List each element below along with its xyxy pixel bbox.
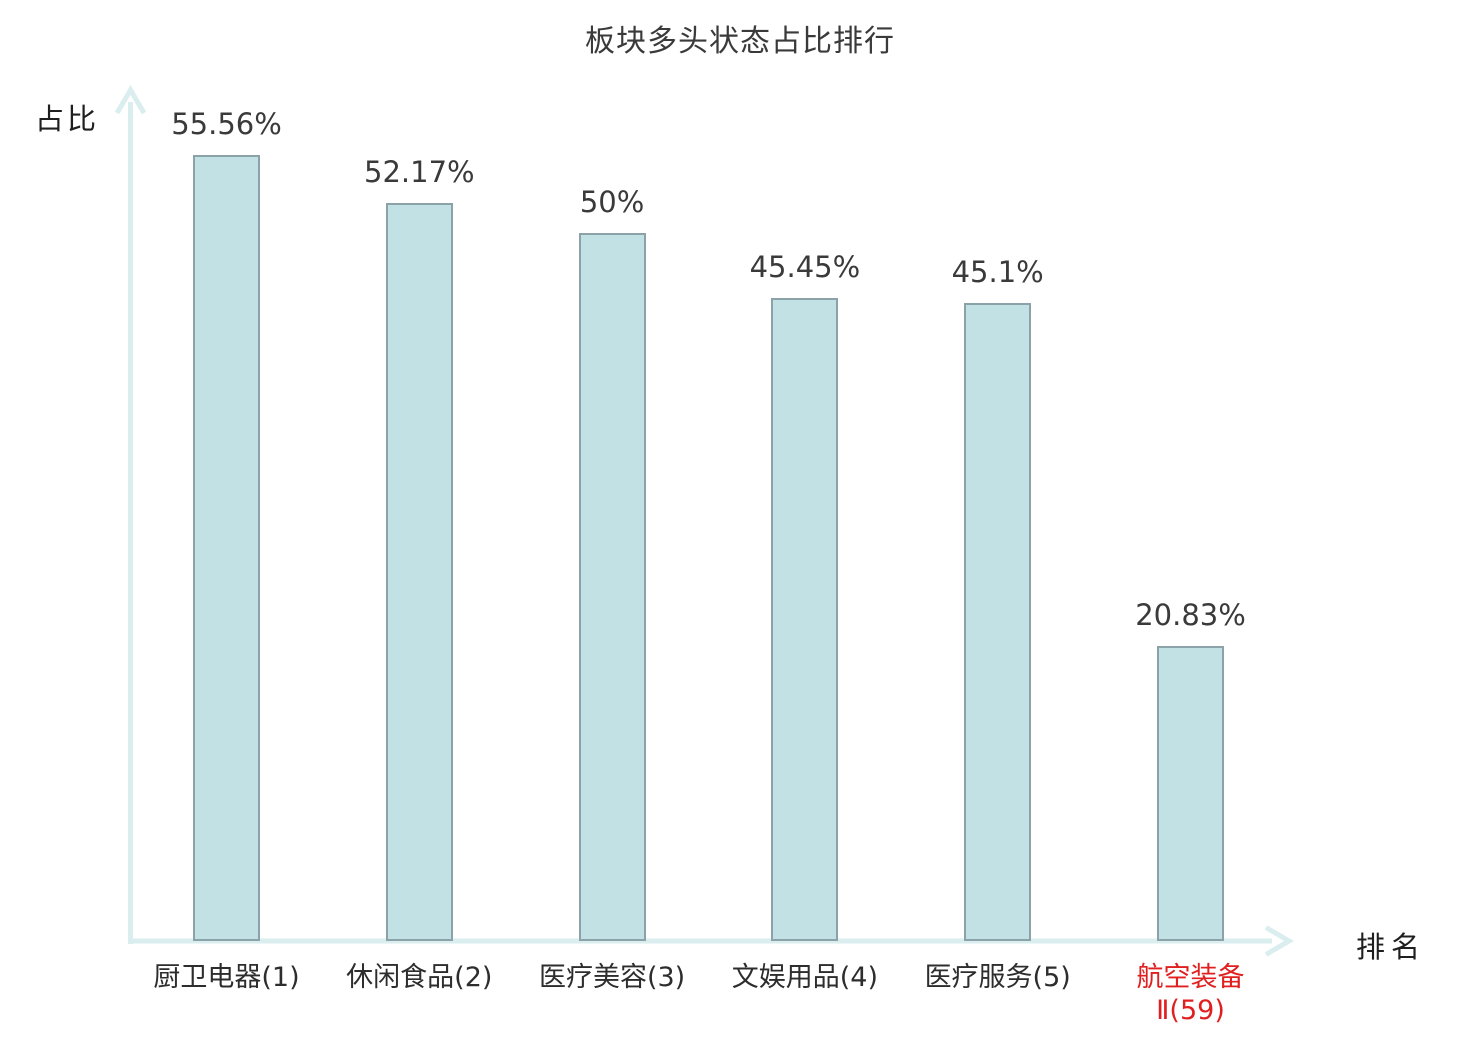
bar [964,303,1032,941]
chart-title: 板块多头状态占比排行 [585,24,895,59]
bar [193,155,260,941]
bar [578,233,646,941]
bar [385,203,453,941]
x-axis-arrow-icon [1264,925,1294,957]
bar-category-label: 厨卫电器(1) [153,962,300,993]
bar-category-label: 休闲食品(2) [346,962,493,993]
y-axis-arrow-icon [114,85,147,115]
bar-category-label: 医疗美容(3) [538,962,686,993]
y-axis-label: 占比 [35,102,100,136]
bar-category-label: 航空装备 Ⅱ(59) [1136,962,1245,1026]
bar-value-label: 50% [579,185,645,219]
x-axis-label: 排名 [1356,930,1427,964]
bar-category-label: 文娱用品(4) [731,962,879,993]
bar-value-label: 45.1% [951,255,1044,289]
bar [1157,646,1224,941]
bar-value-label: 55.56% [171,107,282,141]
bar-value-label: 20.83% [1135,598,1246,632]
bar-value-label: 52.17% [364,155,475,189]
bar [771,298,839,941]
bar-category-label: 医疗服务(5) [924,962,1071,993]
bar-value-label: 45.45% [749,250,861,284]
